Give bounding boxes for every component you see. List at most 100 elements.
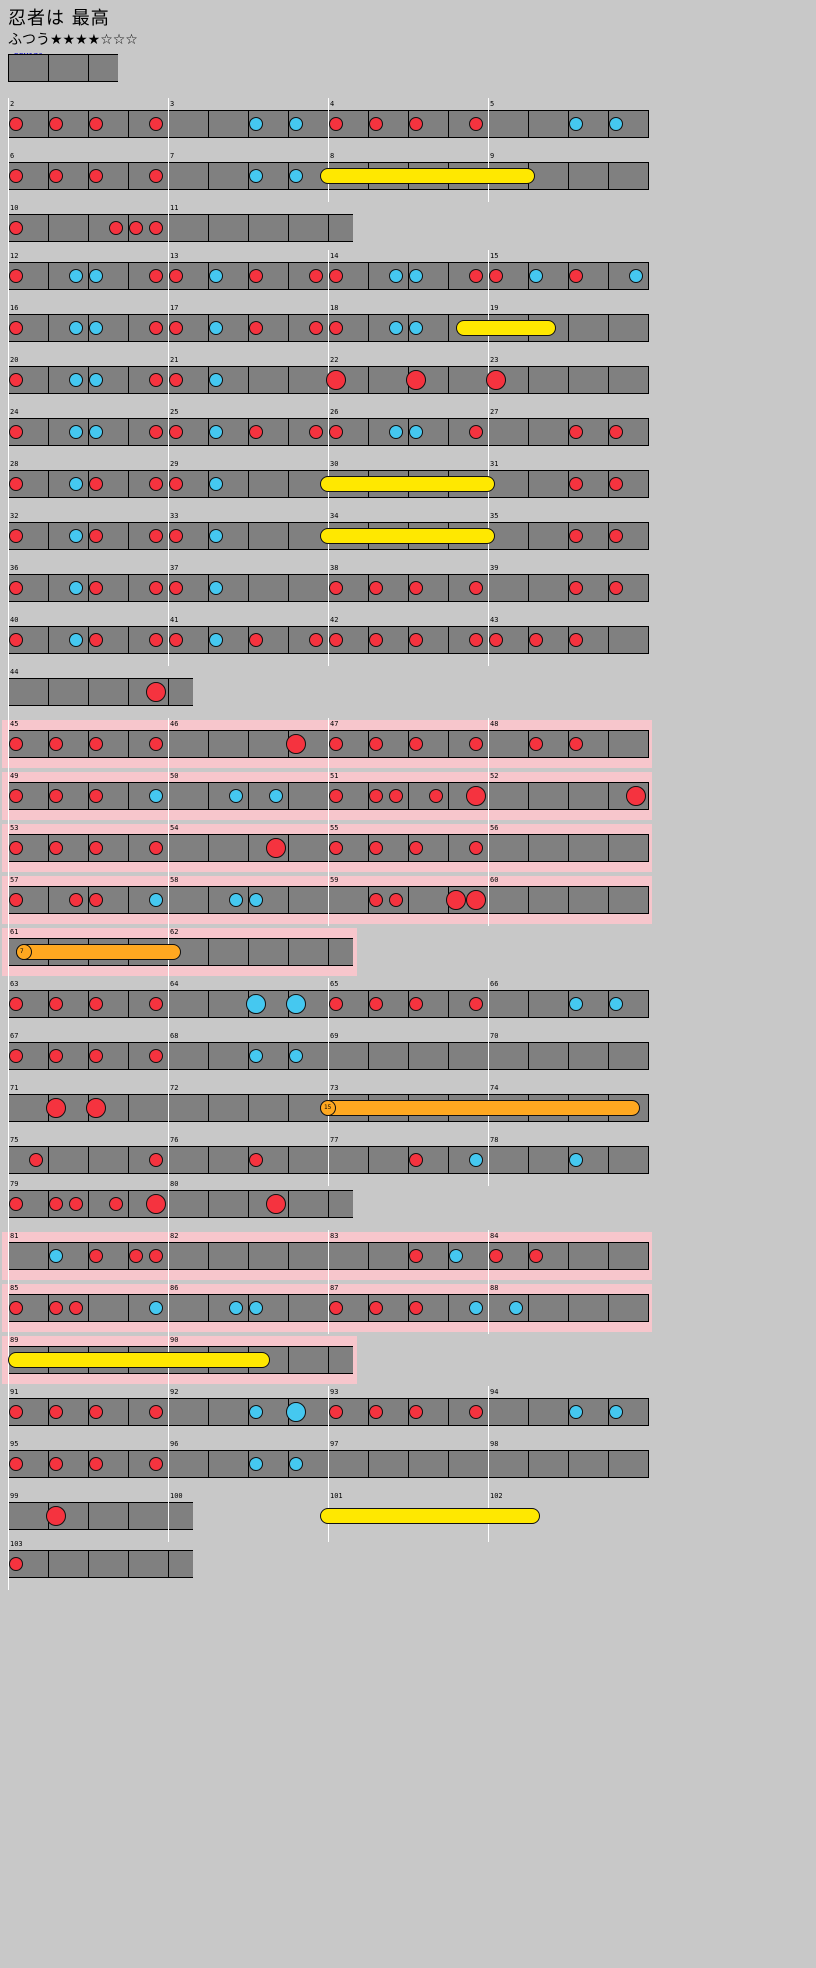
measure-line (328, 1438, 329, 1490)
note-don (249, 1153, 263, 1167)
beat-line (88, 1146, 89, 1174)
note-don (369, 581, 383, 595)
measure-line (488, 718, 489, 770)
beat-line (208, 1042, 209, 1070)
measure-number: 75 (10, 1136, 19, 1144)
measure-number: 43 (490, 616, 499, 624)
beat-line (408, 834, 409, 862)
beat-line (448, 834, 449, 862)
beat-line (48, 54, 49, 82)
measure-line (8, 978, 9, 1030)
beat-line (528, 730, 529, 758)
note-don (149, 997, 163, 1011)
beat-line (328, 1190, 329, 1218)
beat-line (48, 418, 49, 446)
measure-number: 40 (10, 616, 19, 624)
note-don (129, 1249, 143, 1263)
measure-number: 37 (170, 564, 179, 572)
note-don (9, 269, 23, 283)
measure-line (328, 1134, 329, 1186)
note-don (409, 1153, 423, 1167)
note-ka (289, 1457, 303, 1471)
beat-line (288, 522, 289, 550)
note-ka (449, 1249, 463, 1263)
beat-line (248, 1398, 249, 1426)
beat-line (648, 990, 649, 1018)
beat-line (448, 1398, 449, 1426)
measure-line (328, 1030, 329, 1082)
beat-line (88, 782, 89, 810)
measure-number: 80 (170, 1180, 179, 1188)
note-don (149, 117, 163, 131)
note-don (409, 633, 423, 647)
beat-line (608, 366, 609, 394)
beat-line (408, 1042, 409, 1070)
beat-line (208, 990, 209, 1018)
beat-line (208, 1450, 209, 1478)
note-don (169, 633, 183, 647)
measure-number: 62 (170, 928, 179, 936)
beat-line (248, 626, 249, 654)
drumroll-bar (8, 1352, 270, 1368)
beat-line (568, 314, 569, 342)
note-ka (409, 425, 423, 439)
note-don (69, 1301, 83, 1315)
measure-number: 29 (170, 460, 179, 468)
note-don (9, 425, 23, 439)
note-don (9, 1557, 23, 1571)
measure-number: 69 (330, 1032, 339, 1040)
beat-line (88, 886, 89, 914)
beat-line (328, 1346, 329, 1374)
beat-line (48, 1294, 49, 1322)
difficulty-line: ふつう★★★★☆☆☆ (8, 29, 138, 49)
beat-line (648, 1042, 649, 1070)
measure-line (8, 1490, 9, 1542)
note-don (469, 737, 483, 751)
measure-number: 101 (330, 1492, 343, 1500)
note-don (169, 477, 183, 491)
measure-line (168, 614, 169, 666)
measure-line (328, 718, 329, 770)
note-don (49, 1049, 63, 1063)
note-ka (569, 1153, 583, 1167)
measure-line (8, 1082, 9, 1134)
note-don (9, 737, 23, 751)
note-don (169, 425, 183, 439)
beat-line (408, 1242, 409, 1270)
measure-number: 21 (170, 356, 179, 364)
beat-line (368, 1242, 369, 1270)
beat-line (208, 886, 209, 914)
beat-line (408, 730, 409, 758)
beat-line (608, 470, 609, 498)
beat-line (248, 366, 249, 394)
measure-number: 92 (170, 1388, 179, 1396)
measure-line (328, 406, 329, 458)
measure-line (488, 250, 489, 302)
beat-line (608, 1042, 609, 1070)
beat-line (48, 1550, 49, 1578)
measure-lane (8, 214, 353, 242)
note-ka (69, 321, 83, 335)
beat-line (48, 1242, 49, 1270)
beat-line (288, 1094, 289, 1122)
note-don (329, 633, 343, 647)
beat-line (288, 110, 289, 138)
note-don (469, 425, 483, 439)
measure-line (168, 1282, 169, 1334)
beat-line (648, 522, 649, 550)
measure-number: 54 (170, 824, 179, 832)
note-don (89, 1049, 103, 1063)
beat-line (288, 366, 289, 394)
measure-line (328, 614, 329, 666)
measure-number: 45 (10, 720, 19, 728)
measure-line (8, 354, 9, 406)
measure-lane (8, 1550, 193, 1578)
note-don (149, 169, 163, 183)
note-don (89, 1405, 103, 1419)
note-don (69, 1197, 83, 1211)
beat-line (368, 730, 369, 758)
beat-line (448, 1242, 449, 1270)
beat-line (288, 626, 289, 654)
beat-line (448, 730, 449, 758)
beat-line (208, 626, 209, 654)
